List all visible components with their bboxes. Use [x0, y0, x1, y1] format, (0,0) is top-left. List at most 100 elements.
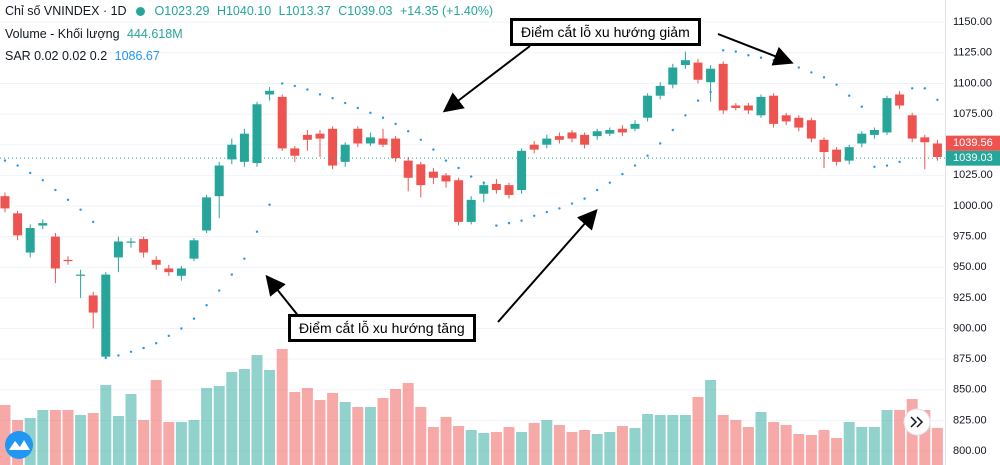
scroll-button[interactable]	[903, 408, 931, 436]
ohlc-open: O1023.29	[154, 4, 210, 18]
volume-bar	[528, 423, 540, 465]
volume-bar	[490, 432, 502, 465]
y-tick-label: 1000.00	[953, 200, 993, 212]
candle-body	[479, 185, 489, 194]
legend-sar: SAR 0.02 0.02 0.2 1086.67	[5, 49, 164, 63]
candle-body	[340, 144, 350, 162]
volume-bar	[541, 420, 553, 465]
sar-dot	[533, 214, 536, 217]
candle-body	[769, 95, 779, 124]
volume-bar	[679, 415, 691, 465]
candle-body	[743, 105, 753, 111]
candle-body	[869, 130, 879, 135]
volume-bar	[831, 438, 843, 465]
y-tick-label: 900.00	[953, 322, 987, 334]
volume-bar	[843, 422, 855, 465]
volume-bar	[0, 405, 11, 465]
volume-bar	[138, 420, 150, 465]
y-tick-label: 800.00	[953, 445, 987, 457]
sar-dot	[835, 83, 838, 86]
sar-dot	[142, 346, 145, 350]
volume-bar	[654, 415, 666, 465]
sar-dot	[117, 354, 120, 357]
candle-body	[416, 164, 426, 186]
volume-bar	[881, 410, 893, 465]
sar-dot	[822, 76, 826, 79]
volume-bar	[742, 427, 754, 465]
candle-body	[76, 274, 86, 276]
sar-dot	[79, 208, 82, 211]
candle-body	[214, 165, 224, 197]
volume-bar	[730, 420, 742, 465]
candle-body	[655, 85, 665, 96]
legend-volume: Volume - Khối lượng 444.618M	[5, 27, 187, 41]
volume-bar	[377, 398, 389, 465]
sar-dot	[558, 207, 561, 210]
candle-body	[265, 90, 275, 95]
candle-body	[617, 128, 627, 133]
volume-bar	[440, 417, 452, 465]
volume-bar	[390, 389, 402, 465]
sar-dot	[205, 304, 208, 307]
sar-dot	[407, 130, 410, 133]
candle-body	[920, 137, 930, 143]
volume-bar	[427, 427, 439, 465]
candle-body	[668, 67, 678, 85]
candle-body	[38, 223, 48, 226]
sar-dot	[747, 54, 750, 57]
candle-body	[529, 144, 539, 150]
sar-dot	[646, 154, 649, 157]
candle-body	[517, 150, 527, 191]
volume-bar	[705, 380, 717, 465]
sar-dot	[155, 342, 158, 345]
ohlc-close: C1039.03	[338, 4, 393, 18]
volume-bar	[188, 420, 200, 465]
volume-bar	[667, 415, 679, 465]
scroll-icon[interactable]	[910, 416, 924, 428]
sar-dot	[772, 58, 775, 62]
candle-body	[844, 147, 854, 161]
candle-body	[315, 133, 325, 139]
sar-dot	[659, 142, 662, 145]
sar-dot	[306, 88, 309, 91]
volume-bar	[453, 426, 465, 465]
volume-bar	[692, 397, 704, 465]
sar-dot	[16, 164, 19, 167]
candle-body	[428, 171, 438, 178]
sar-dot	[671, 128, 674, 132]
price-label-bg	[946, 135, 1000, 151]
candle-body	[932, 143, 942, 157]
y-tick-label: 875.00	[953, 353, 987, 365]
sar-dot	[759, 56, 763, 59]
y-tick-label: 950.00	[953, 261, 987, 273]
sar-dot	[268, 203, 271, 206]
y-tick-label: 1125.00	[953, 47, 992, 59]
sar-dot	[167, 334, 170, 338]
candle-body	[580, 134, 590, 145]
sar-dot	[936, 98, 939, 101]
volume-bar	[163, 422, 175, 465]
y-tick-label: 1075.00	[953, 108, 993, 120]
candle-body	[227, 144, 237, 160]
sar-dot	[180, 327, 183, 330]
volume-bar	[301, 388, 313, 465]
candle-body	[202, 197, 212, 231]
sar-dot	[734, 50, 737, 53]
sar-dot	[696, 99, 700, 102]
sar-value: 1086.67	[114, 49, 160, 63]
candle-body	[781, 115, 791, 122]
sar-dot	[129, 350, 133, 353]
sar-dot	[470, 175, 473, 178]
candle-body	[176, 268, 186, 276]
candle-body	[731, 105, 741, 108]
volume-value: 444.618M	[127, 27, 183, 41]
candle-body	[806, 120, 816, 139]
change: +14.35 (+1.40%)	[399, 4, 494, 18]
sar-dot	[54, 188, 57, 192]
annotation: Điểm cắt lỗ xu hướng tăng	[288, 314, 476, 342]
status-dot	[136, 7, 146, 17]
sar-dot	[381, 116, 385, 119]
volume-bar	[87, 413, 99, 465]
volume-bar	[516, 432, 528, 465]
